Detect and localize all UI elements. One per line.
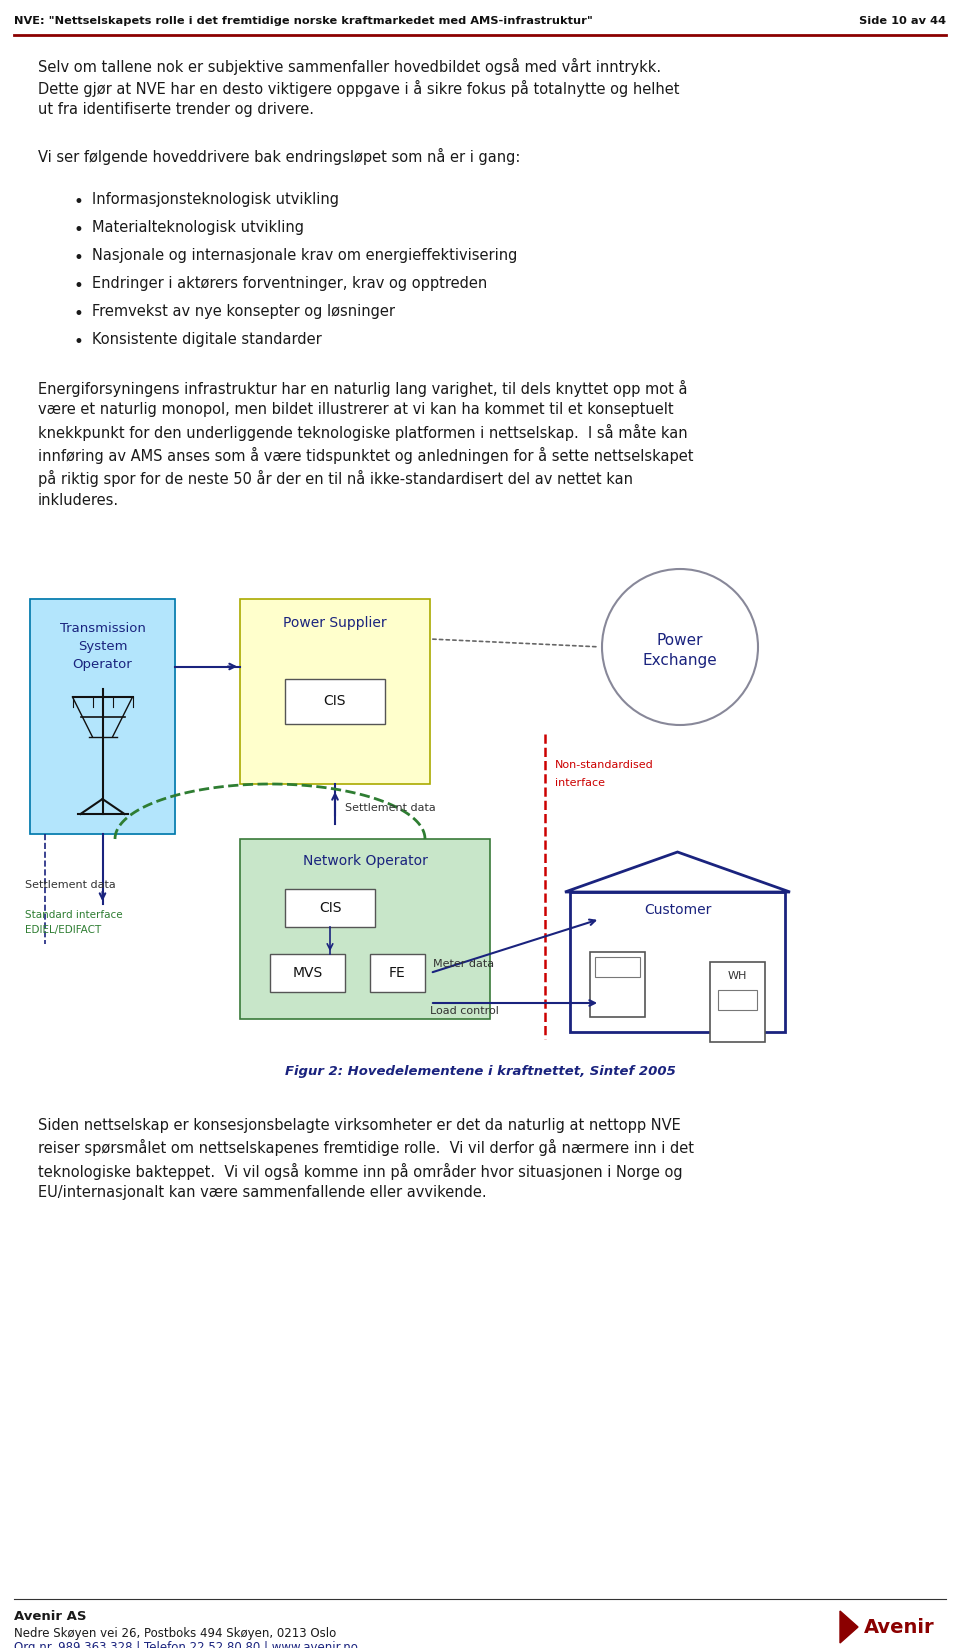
Text: Side 10 av 44: Side 10 av 44 xyxy=(859,16,946,26)
Text: Endringer i aktørers forventninger, krav og opptreden: Endringer i aktørers forventninger, krav… xyxy=(92,275,488,290)
Text: NVE: "Nettselskapets rolle i det fremtidige norske kraftmarkedet med AMS-infrast: NVE: "Nettselskapets rolle i det fremtid… xyxy=(14,16,593,26)
FancyBboxPatch shape xyxy=(718,990,757,1010)
Text: Nasjonale og internasjonale krav om energieffektivisering: Nasjonale og internasjonale krav om ener… xyxy=(92,247,517,262)
Text: Fremvekst av nye konsepter og løsninger: Fremvekst av nye konsepter og løsninger xyxy=(92,303,395,318)
Text: CIS: CIS xyxy=(324,694,347,709)
Text: •: • xyxy=(73,333,83,351)
Text: Operator: Operator xyxy=(73,658,132,671)
Text: Settlement data: Settlement data xyxy=(345,803,436,812)
Text: Settlement data: Settlement data xyxy=(25,880,116,890)
Text: Customer: Customer xyxy=(644,903,711,916)
FancyBboxPatch shape xyxy=(240,600,430,784)
Text: CIS: CIS xyxy=(319,900,341,915)
Text: Nedre Skøyen vei 26, Postboks 494 Skøyen, 0213 Oslo: Nedre Skøyen vei 26, Postboks 494 Skøyen… xyxy=(14,1627,336,1640)
Polygon shape xyxy=(840,1612,858,1643)
Text: Dette gjør at NVE har en desto viktigere oppgave i å sikre fokus på totalnytte o: Dette gjør at NVE har en desto viktigere… xyxy=(38,81,680,117)
Text: Selv om tallene nok er subjektive sammenfaller hovedbildet også med vårt inntryk: Selv om tallene nok er subjektive sammen… xyxy=(38,58,661,74)
Text: Konsistente digitale standarder: Konsistente digitale standarder xyxy=(92,331,322,346)
Text: EDIEL/EDIFACT: EDIEL/EDIFACT xyxy=(25,925,101,934)
Text: Power: Power xyxy=(657,633,704,648)
Text: Energiforsyningens infrastruktur har en naturlig lang varighet, til dels knyttet: Energiforsyningens infrastruktur har en … xyxy=(38,379,693,508)
FancyBboxPatch shape xyxy=(710,962,765,1043)
Text: Exchange: Exchange xyxy=(642,653,717,667)
Text: Power Supplier: Power Supplier xyxy=(283,616,387,630)
Text: Load control: Load control xyxy=(430,1005,499,1015)
FancyBboxPatch shape xyxy=(370,954,425,992)
FancyBboxPatch shape xyxy=(285,679,385,725)
Text: Avenir: Avenir xyxy=(864,1618,935,1636)
Text: •: • xyxy=(73,221,83,239)
FancyBboxPatch shape xyxy=(590,953,645,1017)
FancyBboxPatch shape xyxy=(595,957,640,977)
Text: Standard interface: Standard interface xyxy=(25,910,123,920)
Text: •: • xyxy=(73,305,83,323)
Text: Materialteknologisk utvikling: Materialteknologisk utvikling xyxy=(92,219,304,236)
Text: Avenir AS: Avenir AS xyxy=(14,1608,86,1622)
Text: Figur 2: Hovedelementene i kraftnettet, Sintef 2005: Figur 2: Hovedelementene i kraftnettet, … xyxy=(284,1065,676,1078)
Text: Non-standardised: Non-standardised xyxy=(555,760,654,770)
Text: •: • xyxy=(73,277,83,295)
Text: Informasjonsteknologisk utvikling: Informasjonsteknologisk utvikling xyxy=(92,191,339,208)
Text: Transmission: Transmission xyxy=(60,621,145,634)
Text: Vi ser følgende hoveddrivere bak endringsløpet som nå er i gang:: Vi ser følgende hoveddrivere bak endring… xyxy=(38,148,520,165)
Text: MVS: MVS xyxy=(293,966,323,979)
FancyBboxPatch shape xyxy=(30,600,175,834)
FancyBboxPatch shape xyxy=(285,890,375,928)
Text: •: • xyxy=(73,193,83,211)
Text: Network Operator: Network Operator xyxy=(302,854,427,867)
FancyBboxPatch shape xyxy=(570,893,785,1032)
Text: FE: FE xyxy=(389,966,406,979)
Text: interface: interface xyxy=(555,778,605,788)
FancyBboxPatch shape xyxy=(240,839,490,1020)
Text: WH: WH xyxy=(728,971,747,981)
Text: Siden nettselskap er konsesjonsbelagte virksomheter er det da naturlig at nettop: Siden nettselskap er konsesjonsbelagte v… xyxy=(38,1117,694,1200)
Text: Org.nr. 989 363 328 | Telefon 22 52 80 80 | www.avenir.no: Org.nr. 989 363 328 | Telefon 22 52 80 8… xyxy=(14,1640,358,1648)
Text: Meter data: Meter data xyxy=(433,959,494,969)
FancyBboxPatch shape xyxy=(270,954,345,992)
Text: •: • xyxy=(73,249,83,267)
Text: System: System xyxy=(78,639,128,653)
